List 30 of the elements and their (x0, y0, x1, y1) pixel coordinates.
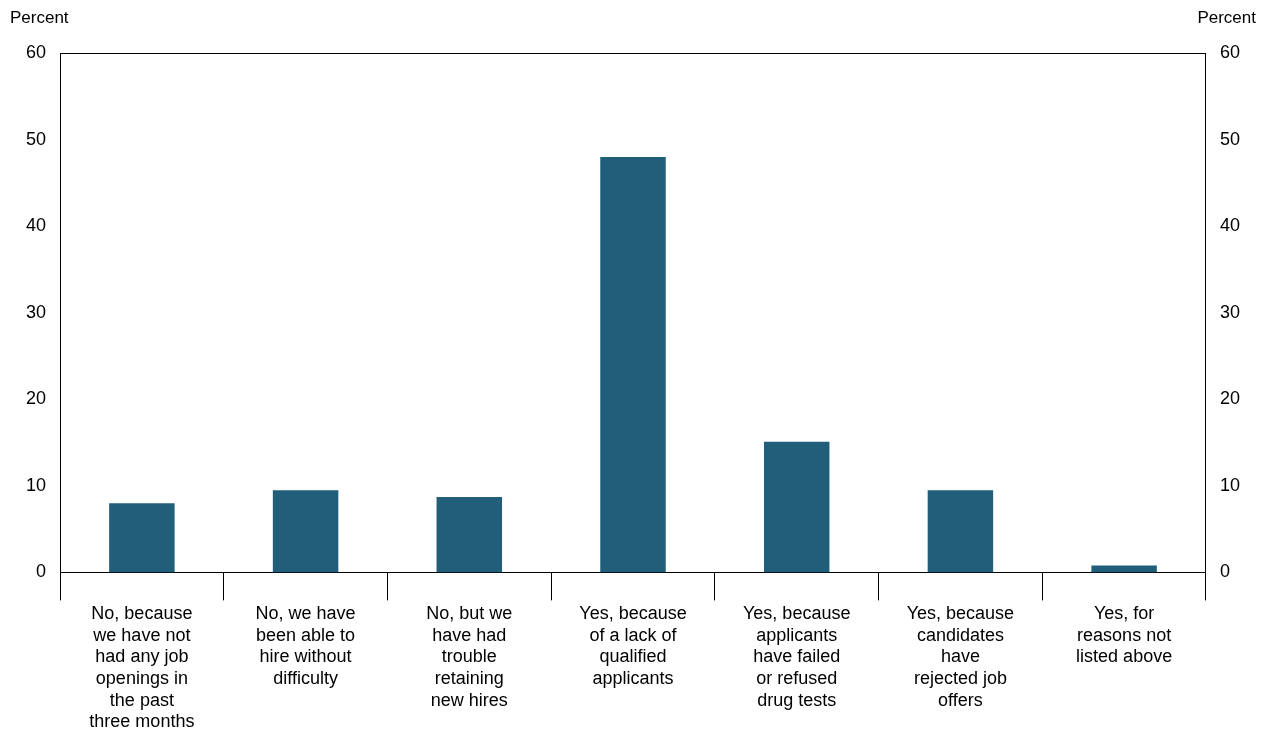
y-tick-label: 50 (25, 128, 47, 149)
y2-tick-label: 40 (1219, 215, 1241, 236)
y2-tick-label: 20 (1219, 388, 1241, 409)
y-axis-title: Percent (10, 8, 69, 28)
y2-tick-label: 50 (1219, 128, 1241, 149)
bar (1091, 565, 1157, 573)
y-tick-label: 60 (25, 41, 47, 62)
y-tick-label: 20 (25, 388, 47, 409)
y2-tick-label: 10 (1219, 474, 1241, 495)
bar (436, 497, 503, 573)
x-tick-label: No, we have been able to hire without difficulty (255, 603, 356, 688)
bar (927, 490, 994, 573)
y-tick-label: 10 (25, 474, 47, 495)
x-tick-label: Yes, for reasons not listed above (1076, 603, 1173, 667)
y-tick-label: 0 (36, 561, 47, 582)
bar (272, 490, 339, 573)
y2-tick-label: 60 (1219, 41, 1241, 62)
bar (109, 503, 175, 573)
y2-tick-label: 30 (1219, 301, 1241, 322)
x-tick-label: Yes, because of a lack of qualified applicants (579, 603, 687, 688)
x-tick-label: Yes, because candidates have rejected job offers (906, 603, 1015, 710)
x-tick-label: No, because we have not had any job openings in the past three months (89, 603, 195, 732)
y-tick-label: 40 (25, 215, 47, 236)
y2-axis-title: Percent (1197, 8, 1257, 28)
y2-tick-label: 0 (1219, 561, 1230, 582)
x-tick-label: No, but we have had trouble retaining new hires (426, 603, 513, 710)
bar (763, 441, 830, 573)
x-tick-label: Yes, because applicants have failed or refused drug tests (743, 603, 851, 710)
bar (600, 156, 666, 573)
y-tick-label: 30 (25, 301, 47, 322)
